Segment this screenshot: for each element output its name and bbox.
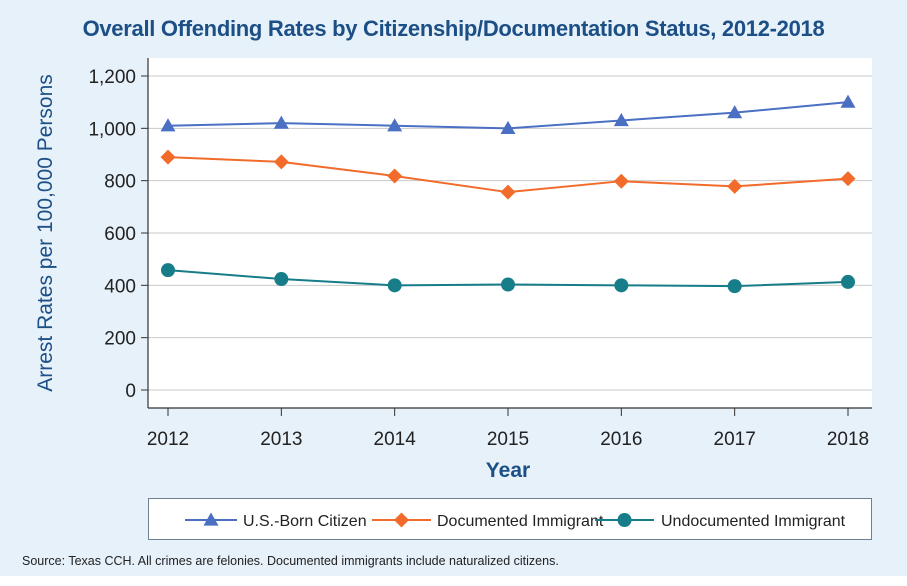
data-point [500, 184, 516, 200]
series-group [160, 94, 856, 294]
data-point [613, 173, 629, 189]
x-tick-label: 2015 [487, 429, 529, 450]
legend-item: Documented Immigrant [372, 512, 604, 530]
x-axis-label: Year [486, 459, 530, 482]
x-tick-label: 2013 [260, 429, 302, 450]
data-point [387, 118, 403, 132]
data-point [501, 277, 515, 292]
y-tick-label: 0 [125, 381, 136, 402]
data-point [274, 272, 289, 287]
data-point [160, 118, 176, 132]
data-point [840, 171, 856, 187]
legend-marker [203, 512, 219, 526]
x-tick-label: 2017 [714, 429, 756, 450]
x-ticks: 2012 2013 2014 2015 2016 2017 2018 [147, 408, 869, 450]
source-note: Source: Texas CCH. All crimes are feloni… [22, 554, 559, 568]
series-0 [160, 94, 856, 134]
data-point [727, 105, 743, 119]
legend-item: U.S.-Born Citizen [185, 512, 367, 530]
data-point [500, 120, 516, 134]
series-2 [161, 263, 855, 294]
legend-marker [394, 512, 409, 528]
legend: U.S.-Born Citizen Documented Immigrant Und… [148, 498, 872, 540]
legend-label: Undocumented Immigrant [661, 513, 846, 530]
x-tick-label: 2014 [374, 429, 417, 450]
data-point [727, 178, 743, 194]
legend-item: Undocumented Immigrant [595, 513, 846, 530]
x-tick-label: 2012 [147, 429, 189, 450]
legend-label: U.S.-Born Citizen [243, 513, 367, 530]
data-point [273, 115, 289, 129]
legend-marks: U.S.-Born Citizen Documented Immigrant Und… [185, 512, 846, 530]
x-tick-label: 2018 [827, 429, 869, 450]
data-point [161, 263, 175, 278]
y-tick-label: 400 [104, 276, 136, 297]
data-point [160, 149, 176, 165]
data-point [273, 154, 289, 170]
data-point [614, 278, 629, 293]
y-tick-label: 800 [104, 172, 136, 193]
y-tick-label: 600 [104, 224, 136, 245]
y-tick-label: 1,000 [88, 119, 136, 140]
y-tick-label: 200 [104, 329, 136, 350]
data-point [387, 168, 403, 184]
y-axis-label: Arrest Rates per 100,000 Persons [34, 74, 57, 392]
x-tick-label: 2016 [600, 429, 642, 450]
series-1 [160, 149, 856, 200]
data-point [613, 112, 629, 127]
y-ticks: 0 200 400 600 800 1,000 1,200 [88, 67, 148, 402]
legend-label: Documented Immigrant [437, 513, 604, 530]
legend-marker [617, 513, 632, 527]
line-chart: 0 200 400 600 800 1,000 1,200 2012 2013 2014 2015… [34, 58, 872, 482]
data-point [387, 278, 402, 293]
data-point [841, 274, 855, 289]
data-point [727, 279, 742, 294]
y-tick-label: 1,200 [88, 67, 136, 88]
data-point [840, 94, 856, 108]
chart-title: Overall Offending Rates by Citizenship/D… [82, 16, 825, 41]
